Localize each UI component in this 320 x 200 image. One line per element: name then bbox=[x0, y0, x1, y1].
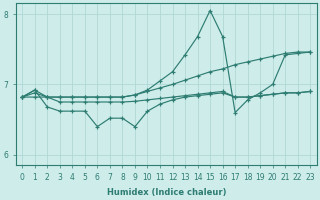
X-axis label: Humidex (Indice chaleur): Humidex (Indice chaleur) bbox=[107, 188, 226, 197]
